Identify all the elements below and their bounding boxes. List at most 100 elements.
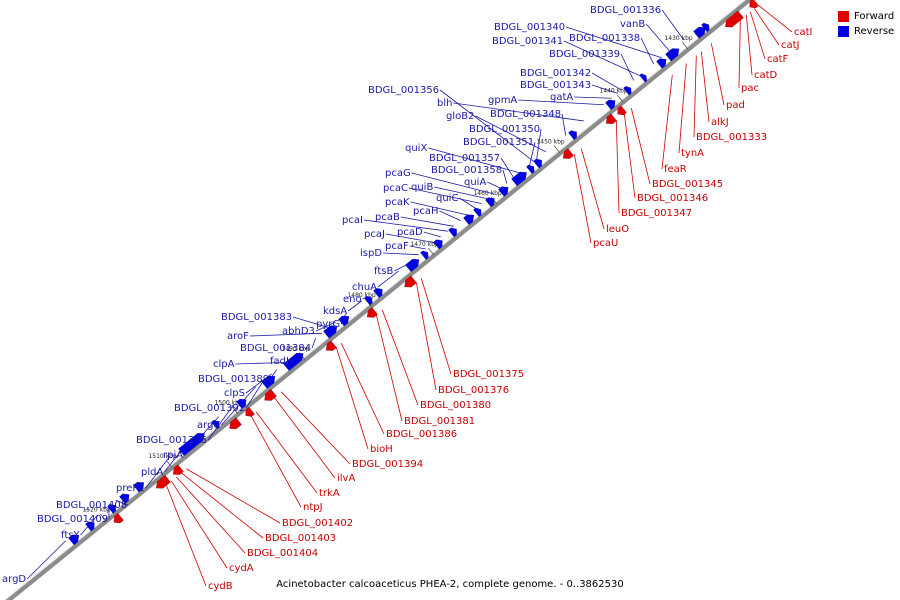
reverse-gene-label: quiB [411,182,433,193]
tick-mark [682,42,689,50]
reverse-gene-label: quiA [464,177,486,188]
reverse-connector [453,102,584,122]
forward-gene-label: cydB [208,581,233,592]
reverse-gene-arrow [622,85,632,96]
reverse-gene-label: BDGL_001357 [429,153,500,164]
tick-mark [166,460,173,468]
reverse-connector [591,72,622,91]
reverse-gene-label: pcaH [413,206,439,217]
forward-connector [281,391,351,465]
reverse-gene-label: BDGL_001340 [494,22,565,33]
reverse-connector [347,300,362,312]
reverse-gene-arrow [638,73,648,83]
reverse-gene-arrow [132,481,145,493]
reverse-gene-label: pcaI [342,215,363,226]
tick-label: 1450 kbp [536,139,564,146]
forward-gene-arrow [605,113,618,125]
reverse-gene-label: quiX [405,143,427,154]
reverse-gene-arrow [372,287,383,299]
reverse-gene-label: aroF [227,331,249,342]
reverse-connector [235,362,286,365]
forward-connector [420,278,452,375]
reverse-gene-label: ftsB [374,266,393,277]
forward-gene-label: BDGL_001403 [265,533,336,544]
forward-connector [175,476,246,554]
forward-gene-arrow [724,10,745,28]
reverse-gene-label: pcaC [383,183,408,194]
forward-gene-arrow [562,148,575,159]
label-connectors [26,4,793,587]
reverse-gene-arrow [484,197,495,208]
forward-gene-label: BDGL_001375 [453,369,524,380]
reverse-gene-arrow [655,58,667,69]
reverse-connector [536,128,542,160]
reverse-gene-label: ftsY [61,530,80,541]
legend-item-forward: Forward [838,9,894,24]
reverse-gene-label: argC [197,420,220,431]
reverse-gene-arrow [235,398,247,410]
reverse-gene-label: BDGL_001350 [469,124,540,135]
reverse-gene-label: BDGL_001409 [37,514,108,525]
forward-gene-label: BDGL_001402 [282,518,353,529]
forward-gene-label: catJ [781,40,800,51]
forward-connector [335,347,369,450]
forward-connector [181,472,264,539]
reverse-gene-label: clpA [213,359,235,370]
reverse-connector [439,89,534,162]
tick-mark [428,247,435,256]
forward-gene-label: tynA [681,148,704,159]
reverse-connector [410,201,468,216]
reverse-gene-arrow [337,315,350,327]
forward-gene-label: pad [726,100,745,111]
reverse-gene-label: BDGL_001389 [198,374,269,385]
reverse-gene-label: BDGL_001395 [136,435,207,446]
reverse-connector [115,499,129,506]
forward-gene-label: BDGL_001380 [420,400,491,411]
reverse-connector [563,40,640,76]
map-caption: Acinetobacter calcoaceticus PHEA-2, comp… [276,579,624,590]
forward-gene-label: BDGL_001346 [637,193,708,204]
reverse-connector [428,147,520,174]
forward-gene-label: ilvA [337,473,355,484]
forward-connector [678,63,687,154]
reverse-connector [315,321,336,332]
reverse-connector [400,216,454,227]
reverse-gene-label: pcaD [397,227,423,238]
reverse-gene-label: preP2 [116,483,145,494]
reverse-gene-label: pcaK [385,197,410,208]
reverse-connector [620,53,635,81]
forward-connector [573,154,592,244]
reverse-gene-label: BDGL_001384 [240,343,311,354]
tick-label: 1520 kbp [82,507,110,514]
forward-gene-arrow [325,340,338,352]
reverse-gene-label: BDGL_001351 [463,137,534,148]
forward-connector [738,19,741,89]
reverse-gene-label: pldA [141,467,163,478]
reverse-gene-arrow [118,493,130,505]
forward-gene-label: pac [741,83,759,94]
reverse-gene-label: BDGL_001339 [549,49,620,60]
reverse-gene-arrow [664,48,680,62]
reverse-connector [207,404,235,441]
forward-gene-label: bioH [370,444,393,455]
forward-connector [381,309,419,406]
forward-gene-arrow [113,512,125,524]
reverse-gene-label: BDGL_001408 [56,500,127,511]
reverse-gene-arrow [177,432,205,457]
forward-connector [753,8,780,46]
forward-connector [580,148,605,230]
forward-gene-label: BDGL_001345 [652,179,723,190]
tick-label: 1500 kbp [214,400,242,407]
reverse-connector [292,316,329,329]
reverse-gene-label: BDGL_001348 [490,109,561,120]
forward-gene-label: cydA [229,563,254,574]
tick-label: 1440 kbp [599,88,627,95]
reverse-gene-arrow [363,295,373,306]
forward-gene-arrow [617,105,628,116]
legend-item-reverse: Reverse [838,24,894,39]
reverse-gene-arrow [210,419,220,430]
reverse-connector [502,169,508,184]
forward-connector [375,314,403,422]
reverse-connector [640,37,655,65]
reverse-gene-label: gpmA [488,95,517,106]
